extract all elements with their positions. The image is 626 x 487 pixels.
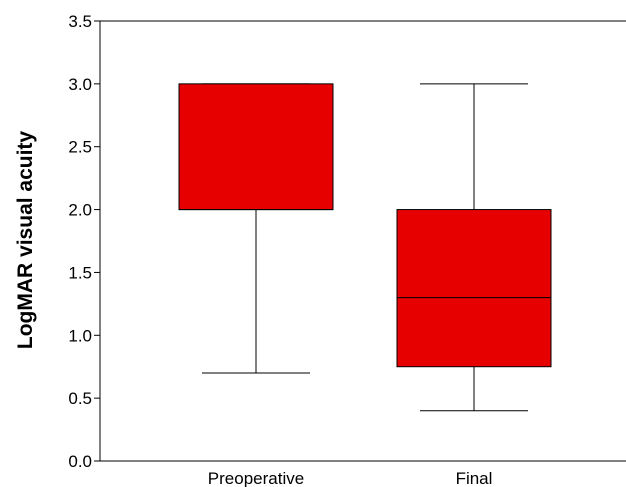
y-tick-label: 2.0 <box>68 201 92 220</box>
x-tick-label: Final <box>456 469 493 487</box>
x-tick-label: Preoperative <box>208 469 304 487</box>
y-tick-label: 1.5 <box>68 263 92 282</box>
y-tick-label: 0.0 <box>68 452 92 471</box>
y-tick-label: 2.5 <box>68 138 92 157</box>
box-series <box>178 83 552 412</box>
axes <box>99 20 626 462</box>
y-ticks: 0.0 0.5 1.0 1.5 2.0 2.5 3.0 3.5 <box>68 12 100 471</box>
y-tick-label: 3.5 <box>68 12 92 31</box>
y-tick-label: 3.0 <box>68 75 92 94</box>
iqr-box <box>396 209 552 368</box>
box-preoperative <box>178 83 334 374</box>
y-tick-label: 0.5 <box>68 389 92 408</box>
box-final <box>396 83 552 412</box>
y-axis-title: LogMAR visual acuity <box>14 131 37 350</box>
iqr-box <box>178 83 334 211</box>
x-tick-labels: Preoperative Final <box>208 469 493 487</box>
y-tick-label: 1.0 <box>68 326 92 345</box>
